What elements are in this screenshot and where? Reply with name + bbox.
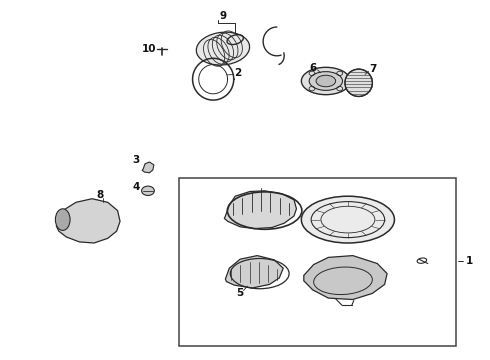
Bar xyxy=(179,178,456,346)
Ellipse shape xyxy=(301,196,394,243)
Ellipse shape xyxy=(301,67,350,95)
Text: 4: 4 xyxy=(132,182,140,192)
Ellipse shape xyxy=(316,75,336,87)
Text: 2: 2 xyxy=(234,68,241,78)
Ellipse shape xyxy=(345,69,372,96)
Text: 7: 7 xyxy=(369,64,377,75)
Ellipse shape xyxy=(309,72,343,90)
Text: 9: 9 xyxy=(220,11,226,21)
Polygon shape xyxy=(56,199,120,243)
Circle shape xyxy=(142,186,154,195)
Text: 10: 10 xyxy=(142,44,157,54)
Text: 8: 8 xyxy=(97,190,104,200)
Polygon shape xyxy=(225,256,283,288)
Polygon shape xyxy=(304,256,387,300)
Text: 3: 3 xyxy=(133,155,140,165)
Polygon shape xyxy=(224,191,296,229)
Text: 5: 5 xyxy=(237,288,244,298)
Ellipse shape xyxy=(196,32,249,65)
Polygon shape xyxy=(142,162,154,173)
Ellipse shape xyxy=(55,209,70,230)
Text: 6: 6 xyxy=(309,63,316,73)
Text: 1: 1 xyxy=(466,256,473,266)
